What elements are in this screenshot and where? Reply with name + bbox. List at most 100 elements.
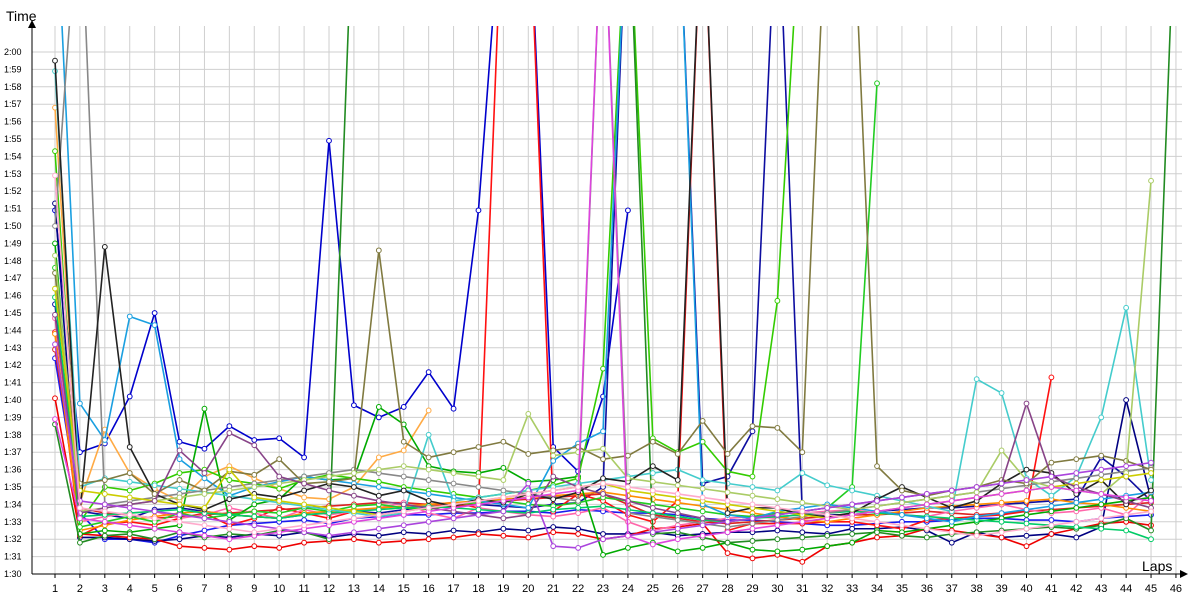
x-tick-label: 42	[1070, 583, 1082, 595]
data-point	[1123, 527, 1130, 534]
data-point	[500, 494, 507, 501]
data-point	[301, 480, 308, 487]
data-point	[1148, 527, 1154, 534]
data-point	[251, 471, 258, 478]
data-point	[1148, 508, 1154, 515]
data-point	[201, 545, 208, 551]
axes: 1:30 1:31 1:32 1:33 1:34 1:35 1:36 1:37 1:38 1:39…	[4, 20, 1188, 595]
data-point	[575, 484, 582, 490]
data-point	[425, 431, 432, 438]
data-point	[649, 504, 656, 511]
data-point	[899, 499, 905, 506]
data-point	[824, 532, 831, 539]
data-point	[52, 395, 58, 402]
data-point	[1023, 487, 1030, 494]
data-point	[998, 534, 1005, 541]
data-point	[724, 498, 731, 504]
data-point	[724, 539, 731, 546]
data-point	[176, 470, 183, 476]
data-point	[226, 546, 233, 553]
data-point	[899, 522, 905, 529]
data-point	[600, 531, 606, 537]
data-point	[1023, 498, 1030, 504]
data-point	[923, 525, 930, 532]
data-point	[126, 504, 133, 511]
series-path	[54, 83, 878, 528]
x-tick-label: 45	[1145, 583, 1157, 595]
data-point	[525, 534, 532, 541]
x-tick-label: 20	[522, 583, 534, 595]
data-point	[799, 499, 806, 506]
data-point	[923, 491, 930, 497]
data-point	[1023, 525, 1030, 532]
data-point	[899, 511, 905, 518]
data-point	[375, 506, 382, 513]
data-point	[201, 504, 208, 511]
data-point	[101, 518, 108, 525]
data-point	[375, 414, 382, 421]
data-point	[425, 498, 432, 504]
data-point	[176, 494, 183, 501]
data-point	[948, 504, 955, 511]
data-point	[126, 393, 133, 400]
data-point	[550, 513, 557, 520]
data-point	[1148, 536, 1154, 543]
data-point	[77, 400, 83, 407]
data-point	[351, 492, 357, 499]
data-point	[101, 532, 108, 539]
data-point	[176, 506, 183, 513]
data-point	[151, 508, 158, 515]
data-point	[973, 513, 980, 520]
data-point	[799, 534, 806, 541]
data-point	[874, 518, 880, 525]
data-point	[400, 522, 407, 529]
y-tick-label: 1:42	[4, 360, 22, 370]
data-point	[301, 494, 308, 501]
y-tick-label: 1:56	[4, 117, 22, 127]
data-point	[425, 531, 432, 537]
data-point	[276, 485, 283, 492]
x-tick-label: 5	[152, 583, 158, 595]
x-axis-arrow	[1180, 570, 1188, 578]
data-point	[301, 517, 308, 523]
data-point	[176, 543, 183, 550]
data-point	[351, 529, 357, 536]
data-point	[600, 365, 606, 372]
data-point	[101, 491, 108, 497]
data-point	[475, 506, 482, 513]
data-point	[276, 435, 283, 442]
data-point	[475, 444, 482, 450]
series-line	[52, 26, 1154, 548]
data-point	[52, 223, 58, 229]
data-point	[550, 506, 557, 513]
data-point	[226, 466, 233, 473]
data-point	[251, 501, 258, 508]
data-point	[774, 517, 781, 523]
x-tick-label: 25	[647, 583, 659, 595]
data-point	[425, 369, 432, 376]
data-point	[351, 402, 357, 409]
data-point	[674, 510, 681, 516]
series-path	[54, 26, 629, 473]
data-point	[1073, 518, 1080, 525]
data-point	[226, 423, 233, 430]
data-point	[375, 498, 382, 504]
data-point	[425, 454, 432, 461]
data-point	[151, 536, 158, 543]
data-point	[1098, 515, 1105, 522]
y-tick-label: 2:00	[4, 47, 22, 57]
data-point	[351, 503, 357, 510]
data-point	[77, 539, 83, 546]
data-point	[151, 498, 158, 504]
data-point	[1098, 501, 1105, 508]
data-point	[1123, 463, 1130, 470]
data-point	[126, 470, 133, 476]
data-point	[126, 522, 133, 529]
data-point	[450, 405, 457, 412]
data-point	[251, 442, 258, 449]
data-point	[575, 531, 582, 537]
data-point	[400, 501, 407, 508]
data-point	[500, 477, 507, 483]
data-point	[899, 504, 905, 511]
data-point	[1073, 456, 1080, 463]
